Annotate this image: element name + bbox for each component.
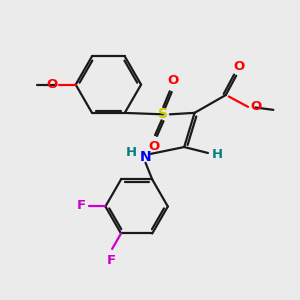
Text: S: S (158, 107, 168, 121)
Text: O: O (46, 77, 58, 91)
Text: F: F (77, 200, 86, 212)
Text: F: F (107, 254, 116, 267)
Text: O: O (250, 100, 262, 113)
Text: O: O (148, 140, 159, 154)
Text: O: O (168, 74, 179, 87)
Text: H: H (212, 148, 223, 161)
Text: H: H (126, 146, 137, 160)
Text: O: O (233, 60, 245, 73)
Text: N: N (140, 150, 152, 164)
